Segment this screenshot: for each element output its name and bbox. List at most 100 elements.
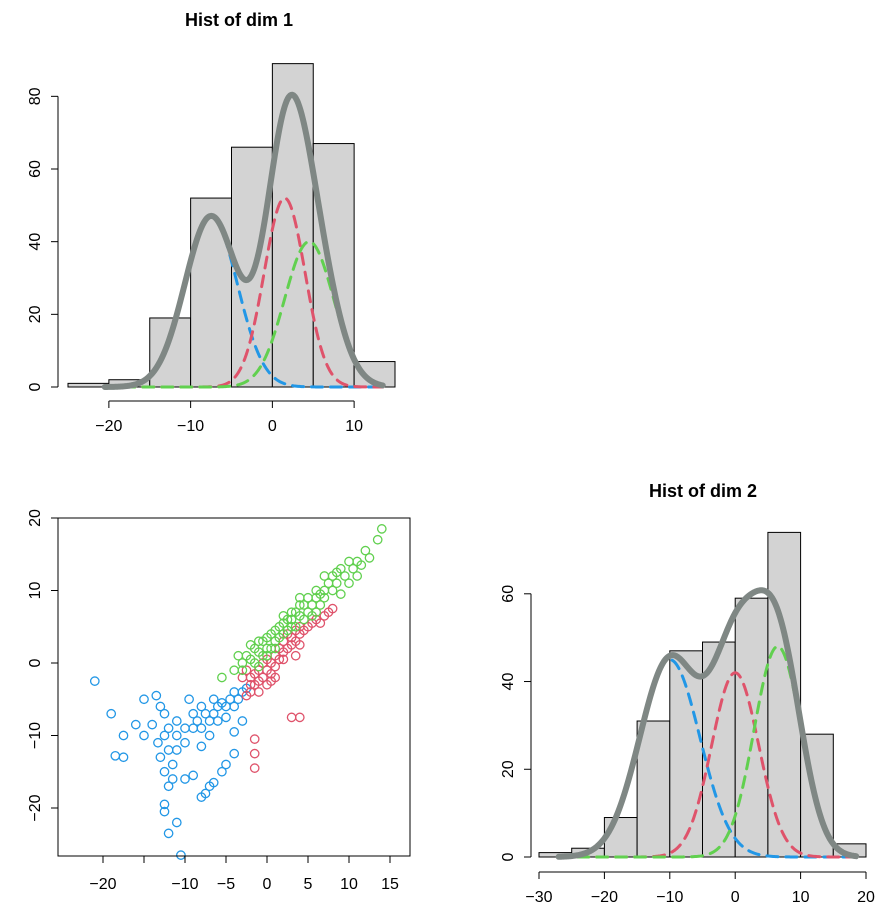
hist2-x-tick-label: −20 (591, 889, 618, 906)
scatter-point (159, 708, 170, 719)
scatter-point (212, 716, 223, 726)
scatter-point (274, 654, 285, 665)
scatter-point (294, 712, 305, 723)
scatter-y-tick-label: 10 (27, 582, 44, 600)
hist2-curve-mixture (555, 587, 860, 860)
scatter-point (237, 716, 248, 726)
scatter-point (253, 687, 264, 697)
scatter-point (253, 636, 264, 647)
histogram-dim2-curves (555, 587, 860, 860)
scatter-point (130, 719, 141, 730)
scatter-point (159, 730, 170, 741)
scatter-y-tick-label: −20 (27, 794, 44, 821)
scatter-point (241, 665, 252, 676)
scatter-point (163, 781, 174, 792)
scatter-y-tick-label: 0 (27, 658, 44, 667)
scatter-point (294, 640, 305, 650)
scatter-point (233, 650, 244, 661)
scatter-point (307, 611, 317, 621)
scatter-point (184, 694, 194, 705)
scatter-point (290, 650, 301, 661)
scatter-point (233, 694, 244, 705)
histogram-dim1-curves (101, 91, 386, 390)
scatter-point (278, 611, 289, 621)
hist2-x-tick-label: −30 (525, 889, 552, 906)
scatter-point (229, 748, 240, 759)
scatter-point (208, 694, 219, 705)
histogram-dim2-panel: Hist of dim 2 −30 −20 −10 0 10 20 0 20 40 60 (500, 481, 875, 906)
scatter-point (319, 571, 330, 581)
scatter-point (229, 665, 240, 676)
scatter-point (89, 676, 100, 686)
scatter-point (188, 770, 199, 781)
hist2-bar-5 (702, 641, 736, 858)
scatter-point (266, 676, 276, 686)
scatter-point (327, 603, 338, 614)
scatter-point (286, 614, 297, 625)
scatter-point (118, 730, 129, 741)
hist1-y-tick-label: 20 (27, 305, 44, 323)
scatter-point (315, 618, 326, 628)
scatter-x-axis: −20 −10 −5 0 5 10 15 (89, 855, 399, 893)
scatter-point (171, 730, 182, 741)
scatter-point (249, 763, 260, 773)
hist2-x-tick-label: 10 (792, 889, 810, 906)
scatter-point (167, 774, 178, 784)
scatter-point (163, 828, 174, 839)
scatter-x-tick-label: 10 (340, 876, 358, 893)
scatter-point (266, 643, 276, 654)
scatter-point (294, 600, 305, 610)
hist2-bar-6 (734, 597, 769, 858)
scatter-point (159, 799, 170, 810)
scatter-point (364, 553, 375, 563)
scatter-point (270, 643, 281, 654)
scatter-panel: −20 −10 −5 0 5 10 15 −20 −10 0 10 20 (27, 509, 411, 893)
scatter-points (89, 524, 387, 860)
scatter-point (299, 600, 309, 610)
scatter-point (139, 694, 149, 705)
scatter-point (360, 545, 371, 556)
histogram-dim1-x-axis: −20 −10 0 10 (95, 400, 363, 435)
scatter-x-tick-label: 5 (304, 876, 313, 893)
scatter-point (196, 741, 207, 752)
scatter-point (159, 806, 170, 817)
histogram-dim1-y-axis: 0 20 40 60 80 (27, 87, 59, 391)
scatter-point (217, 672, 227, 683)
scatter-point (229, 727, 240, 737)
scatter-point (340, 571, 350, 581)
scatter-point (249, 748, 260, 759)
scatter-point (171, 817, 182, 828)
hist1-y-tick-label: 40 (27, 233, 44, 251)
scatter-point (290, 621, 301, 632)
scatter-point (147, 719, 158, 730)
scatter-y-axis: −20 −10 0 10 20 (27, 509, 59, 822)
scatter-point (221, 759, 231, 770)
hist1-y-tick-label: 0 (27, 382, 44, 391)
scatter-x-tick-label: −20 (89, 876, 116, 893)
scatter-point (344, 578, 354, 589)
scatter-point (167, 759, 178, 770)
scatter-point (217, 766, 227, 777)
scatter-point (315, 589, 326, 599)
scatter-y-tick-label: 20 (27, 509, 44, 527)
hist2-x-tick-label: −10 (656, 889, 683, 906)
scatter-point (180, 774, 190, 784)
scatter-x-tick-label: −10 (171, 876, 198, 893)
scatter-point (237, 658, 248, 668)
hist2-x-tick-label: 0 (731, 889, 740, 906)
hist1-x-tick-label: −10 (177, 418, 204, 435)
histogram-dim1-title: Hist of dim 1 (185, 10, 293, 30)
scatter-point (188, 708, 199, 719)
histogram-dim2-x-axis: −30 −20 −10 0 10 20 (525, 871, 875, 906)
scatter-point (262, 650, 272, 661)
histogram-dim2-title: Hist of dim 2 (649, 481, 757, 501)
scatter-point (290, 607, 301, 618)
scatter-y-tick-label: −10 (27, 722, 44, 749)
scatter-point (249, 679, 260, 690)
scatter-point (348, 563, 358, 574)
scatter-point (180, 723, 190, 734)
hist2-bar-3 (636, 720, 671, 858)
scatter-point (286, 607, 297, 618)
scatter-point (192, 716, 203, 726)
